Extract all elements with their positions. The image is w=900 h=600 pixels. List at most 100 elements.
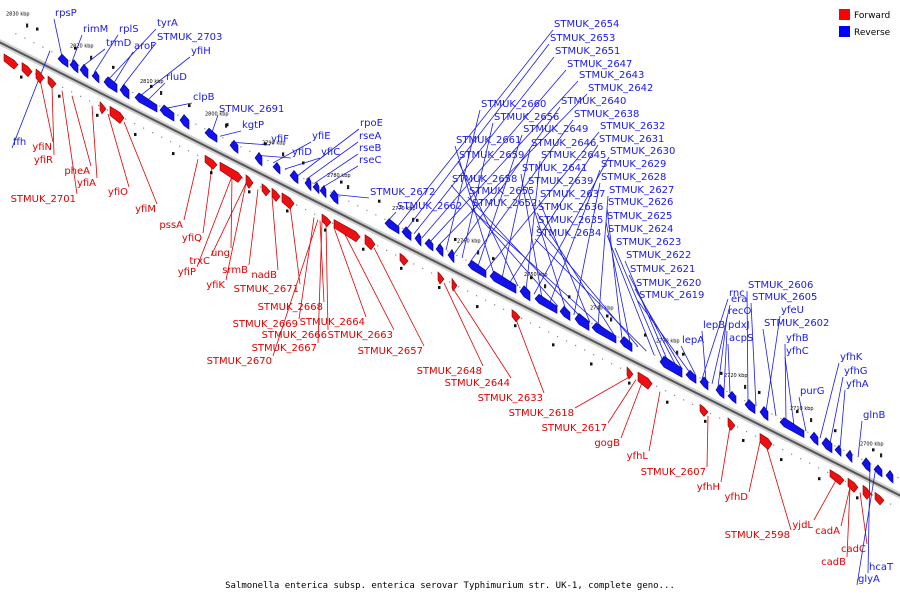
gene-label[interactable]: yfhK [840,352,863,363]
gene-label[interactable]: STMUK_2667 [252,343,317,354]
gene-label[interactable]: STMUK_2607 [641,467,706,478]
reverse-gene-arrow[interactable] [435,243,444,258]
reverse-gene-arrow[interactable] [179,114,190,130]
gene-label[interactable]: STMUK_2629 [601,159,666,170]
gene-label[interactable]: rluD [166,72,187,83]
gene-label[interactable]: yfiH [191,46,211,57]
gene-label[interactable]: STMUK_2644 [445,378,510,389]
gene-label[interactable]: STMUK_2623 [616,237,681,248]
reverse-gene-arrow[interactable] [103,76,118,93]
reverse-gene-arrow[interactable] [873,464,883,478]
reverse-gene-arrow[interactable] [534,293,558,314]
forward-gene-arrow[interactable] [451,277,458,292]
gene-label[interactable]: STMUK_2659 [459,150,524,161]
gene-label[interactable]: STMUK_2671 [234,284,299,295]
forward-gene-arrow[interactable] [204,154,218,170]
gene-label[interactable]: nadB [251,270,277,281]
gene-label[interactable]: cadB [821,557,846,568]
reverse-gene-arrow[interactable] [289,169,299,185]
reverse-gene-arrow[interactable] [414,232,422,247]
gene-label[interactable]: yfhD [725,492,749,503]
gene-label[interactable]: trxC [189,256,210,267]
gene-label[interactable]: STMUK_2658 [452,174,517,185]
gene-label[interactable]: rnc [729,288,745,299]
gene-label[interactable]: STMUK_2662 [397,201,462,212]
reverse-gene-arrow[interactable] [845,449,853,464]
gene-label[interactable]: STMUK_2649 [523,124,588,135]
gene-label[interactable]: recO [728,306,752,317]
gene-label[interactable]: pheA [64,166,90,177]
gene-label[interactable]: STMUK_2641 [522,163,587,174]
gene-label[interactable]: yfiE [312,131,331,142]
gene-label[interactable]: yfhG [844,366,868,377]
gene-label[interactable]: STMUK_2691 [219,104,284,115]
reverse-gene-arrow[interactable] [254,151,263,167]
gene-label[interactable]: clpB [193,92,215,103]
forward-gene-arrow[interactable] [699,403,709,417]
forward-gene-arrow[interactable] [333,219,361,243]
forward-gene-arrow[interactable] [874,491,885,506]
reverse-gene-arrow[interactable] [79,63,89,79]
gene-label[interactable]: pssA [159,220,183,231]
gene-label[interactable]: tyrA [157,18,178,29]
gene-label[interactable]: gogB [594,438,620,449]
gene-label[interactable]: STMUK_2651 [555,46,620,57]
reverse-gene-arrow[interactable] [574,312,590,331]
gene-label[interactable]: STMUK_2660 [481,99,546,110]
gene-label[interactable]: STMUK_2655 [469,186,534,197]
gene-label[interactable]: STMUK_2602 [764,318,829,329]
reverse-gene-arrow[interactable] [401,226,412,241]
gene-label[interactable]: STMUK_2663 [328,330,393,341]
gene-label[interactable]: yfiA [77,178,96,189]
reverse-gene-arrow[interactable] [329,189,339,205]
gene-label[interactable]: yfiK [206,280,225,291]
reverse-gene-arrow[interactable] [467,260,487,279]
reverse-gene-arrow[interactable] [272,161,281,175]
gene-label[interactable]: yfiQ [182,233,202,244]
reverse-gene-arrow[interactable] [619,336,633,353]
gene-label[interactable]: yfhC [786,346,809,357]
gene-label[interactable]: yfiC [321,147,340,158]
gene-label[interactable]: STMUK_2648 [417,366,482,377]
reverse-gene-arrow[interactable] [159,104,175,122]
gene-label[interactable]: yfhA [846,379,869,390]
gene-label[interactable]: lepB [703,320,725,331]
gene-label[interactable]: STMUK_2598 [725,530,790,541]
reverse-gene-arrow[interactable] [727,390,737,405]
gene-label[interactable]: STMUK_2654 [554,19,619,30]
gene-label[interactable]: yfiM [135,204,156,215]
reverse-gene-arrow[interactable] [384,218,400,235]
gene-label[interactable]: STMUK_2628 [601,172,666,183]
gene-label[interactable]: STMUK_2634 [536,228,601,239]
reverse-gene-arrow[interactable] [519,285,531,302]
gene-label[interactable]: glnB [863,410,885,421]
gene-label[interactable]: rseC [359,155,381,166]
forward-gene-arrow[interactable] [437,271,445,285]
gene-label[interactable]: STMUK_2624 [608,224,673,235]
gene-label[interactable]: STMUK_2627 [609,185,674,196]
gene-label[interactable]: STMUK_2669 [233,319,298,330]
reverse-gene-arrow[interactable] [91,70,100,84]
gene-label[interactable]: STMUK_2656 [494,112,559,123]
forward-gene-arrow[interactable] [759,432,773,451]
gene-label[interactable]: STMUK_2622 [626,250,691,261]
gene-label[interactable]: rpsP [55,8,77,19]
forward-gene-arrow[interactable] [245,174,254,189]
reverse-gene-arrow[interactable] [834,444,842,458]
gene-label[interactable]: era [731,294,747,305]
forward-gene-arrow[interactable] [829,469,845,486]
forward-gene-arrow[interactable] [219,161,243,183]
gene-label[interactable]: rseA [359,131,381,142]
gene-label[interactable]: rimM [83,24,108,35]
gene-label[interactable]: STMUK_2701 [11,194,76,205]
gene-label[interactable]: yfiR [34,155,53,166]
gene-label[interactable]: STMUK_2645 [541,150,606,161]
reverse-gene-arrow[interactable] [229,139,239,154]
gene-label[interactable]: ffh [13,137,26,148]
gene-label[interactable]: STMUK_2621 [630,264,695,275]
reverse-gene-arrow[interactable] [119,83,130,100]
gene-label[interactable]: STMUK_2606 [748,280,813,291]
gene-label[interactable]: rseB [359,143,381,154]
reverse-gene-arrow[interactable] [57,53,69,68]
reverse-gene-arrow[interactable] [821,437,833,454]
